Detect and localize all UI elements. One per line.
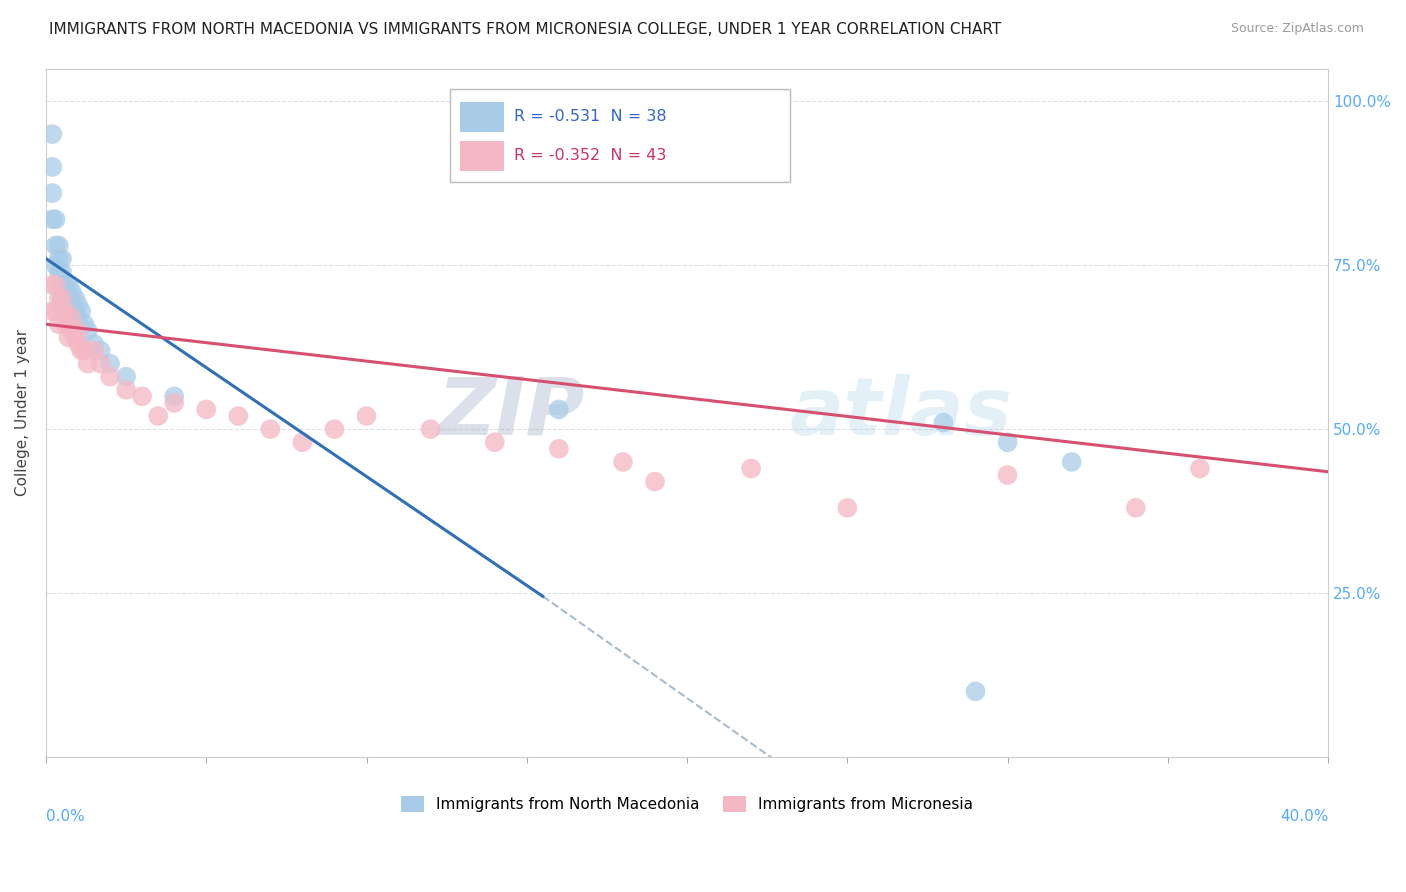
Point xyxy=(53,317,76,331)
Point xyxy=(419,422,441,436)
Text: atlas: atlas xyxy=(790,374,1012,451)
Point xyxy=(60,324,83,338)
Y-axis label: College, Under 1 year: College, Under 1 year xyxy=(15,329,30,496)
Point xyxy=(45,212,67,227)
Point xyxy=(45,304,67,318)
Point xyxy=(89,343,111,358)
Point xyxy=(63,330,86,344)
Point xyxy=(1060,455,1083,469)
Text: 40.0%: 40.0% xyxy=(1279,809,1329,823)
Point xyxy=(51,291,73,305)
Point xyxy=(63,291,86,305)
Point xyxy=(547,442,569,456)
Point xyxy=(1125,500,1147,515)
Text: R = -0.531  N = 38: R = -0.531 N = 38 xyxy=(515,109,666,124)
Point xyxy=(60,285,83,299)
Point xyxy=(73,317,96,331)
Point xyxy=(48,238,70,252)
Point xyxy=(70,304,93,318)
Point xyxy=(45,277,67,292)
Point xyxy=(1188,461,1211,475)
Text: R = -0.352  N = 43: R = -0.352 N = 43 xyxy=(515,148,666,163)
Point xyxy=(163,389,186,403)
Point xyxy=(131,389,153,403)
Point xyxy=(740,461,762,475)
Point xyxy=(41,160,63,174)
Point xyxy=(98,369,121,384)
Point xyxy=(66,324,89,338)
Point xyxy=(51,265,73,279)
Text: Source: ZipAtlas.com: Source: ZipAtlas.com xyxy=(1230,22,1364,36)
Point xyxy=(644,475,666,489)
Text: IMMIGRANTS FROM NORTH MACEDONIA VS IMMIGRANTS FROM MICRONESIA COLLEGE, UNDER 1 Y: IMMIGRANTS FROM NORTH MACEDONIA VS IMMIG… xyxy=(49,22,1001,37)
Point xyxy=(291,435,314,450)
Point xyxy=(323,422,346,436)
Point xyxy=(76,324,98,338)
Point xyxy=(58,317,80,331)
Point xyxy=(41,277,63,292)
Point xyxy=(51,277,73,292)
Point xyxy=(115,383,138,397)
Point xyxy=(60,310,83,325)
Point xyxy=(60,297,83,311)
Point xyxy=(226,409,249,423)
Point xyxy=(83,337,105,351)
Point xyxy=(547,402,569,417)
Point xyxy=(76,357,98,371)
Point xyxy=(51,252,73,266)
FancyBboxPatch shape xyxy=(460,102,503,132)
Point xyxy=(53,277,76,292)
Point xyxy=(997,435,1019,450)
Point xyxy=(965,684,987,698)
Point xyxy=(41,212,63,227)
Point xyxy=(45,238,67,252)
Point xyxy=(51,304,73,318)
Point xyxy=(58,291,80,305)
Point xyxy=(259,422,281,436)
Point xyxy=(115,369,138,384)
Point xyxy=(53,291,76,305)
Point xyxy=(58,330,80,344)
Point xyxy=(66,337,89,351)
Point xyxy=(48,291,70,305)
Point xyxy=(66,310,89,325)
Point xyxy=(53,304,76,318)
Legend: Immigrants from North Macedonia, Immigrants from Micronesia: Immigrants from North Macedonia, Immigra… xyxy=(395,790,979,818)
Point xyxy=(837,500,859,515)
Point xyxy=(41,304,63,318)
Point xyxy=(48,317,70,331)
Point xyxy=(41,127,63,141)
Point xyxy=(89,357,111,371)
Point xyxy=(98,357,121,371)
Point xyxy=(45,258,67,272)
Point xyxy=(48,265,70,279)
Point xyxy=(63,304,86,318)
Point xyxy=(70,343,93,358)
Point xyxy=(58,277,80,292)
Point xyxy=(73,343,96,358)
Point xyxy=(997,468,1019,483)
Point xyxy=(163,396,186,410)
Point xyxy=(58,304,80,318)
Point xyxy=(66,297,89,311)
FancyBboxPatch shape xyxy=(460,141,503,171)
Point xyxy=(195,402,218,417)
FancyBboxPatch shape xyxy=(450,89,790,182)
Point xyxy=(484,435,506,450)
Text: 0.0%: 0.0% xyxy=(46,809,84,823)
Point xyxy=(356,409,378,423)
Text: ZIP: ZIP xyxy=(437,374,585,451)
Point xyxy=(146,409,169,423)
Point xyxy=(41,186,63,200)
Point xyxy=(83,343,105,358)
Point xyxy=(51,291,73,305)
Point xyxy=(48,252,70,266)
Point xyxy=(612,455,634,469)
Point xyxy=(932,416,955,430)
